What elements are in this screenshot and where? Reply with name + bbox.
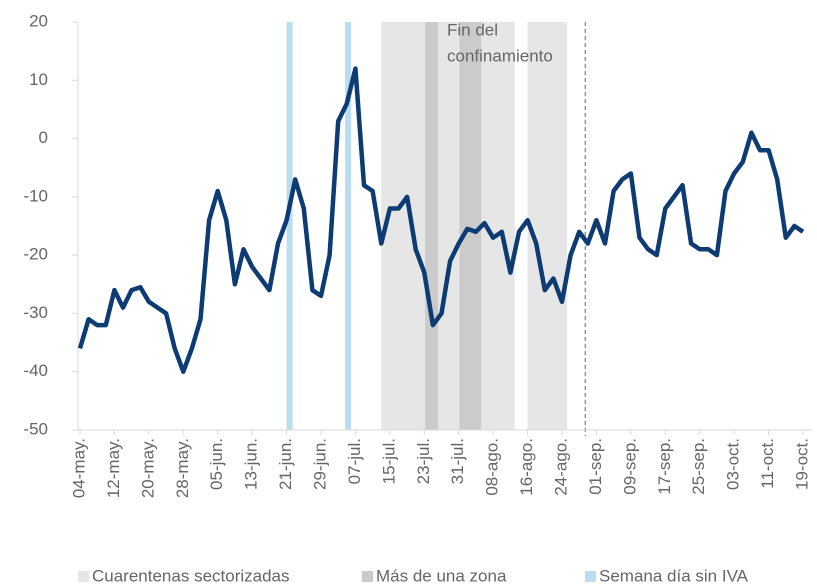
x-tick-label: 08-ago. (483, 438, 502, 496)
x-tick-label: 15-jul. (379, 438, 398, 484)
x-tick-label: 04-may. (69, 438, 88, 498)
band (345, 22, 352, 430)
band (459, 22, 482, 430)
x-tick-label: 24-ago. (551, 438, 570, 496)
band (425, 22, 439, 430)
legend-swatch (78, 571, 89, 582)
band (286, 22, 293, 430)
x-tick-label: 19-oct. (792, 438, 811, 490)
y-tick-label: -40 (23, 361, 48, 380)
x-tick-label: 03-oct. (724, 438, 743, 490)
x-tick-label: 21-jun. (276, 438, 295, 490)
data-line (77, 66, 805, 374)
x-tick-label: 07-jul. (345, 438, 364, 484)
y-tick-label: 20 (29, 11, 48, 30)
legend-label: Cuarentenas sectorizadas (92, 566, 290, 585)
legend-swatch (362, 571, 373, 582)
legend-label: Más de una zona (376, 566, 507, 585)
x-tick-label: 09-sep. (620, 438, 639, 495)
y-tick-label: -50 (23, 419, 48, 438)
y-tick-label: 0 (39, 128, 48, 147)
y-tick-label: -20 (23, 245, 48, 264)
x-tick-label: 16-ago. (517, 438, 536, 496)
y-tick-label: -10 (23, 186, 48, 205)
x-tick-label: 31-jul. (448, 438, 467, 484)
y-tick-label: -30 (23, 303, 48, 322)
band (381, 22, 515, 430)
x-tick-label: 13-jun. (242, 438, 261, 490)
x-tick-label: 11-oct. (758, 438, 777, 489)
x-tick-label: 01-sep. (586, 438, 605, 495)
x-tick-label: 05-jun. (207, 438, 226, 490)
annotation: confinamiento (447, 46, 553, 65)
x-tick-label: 28-may. (173, 438, 192, 498)
annotation: Fin del (447, 20, 498, 39)
x-tick-label: 23-jul. (414, 438, 433, 484)
x-tick-label: 29-jun. (310, 438, 329, 490)
y-tick-label: 10 (29, 70, 48, 89)
legend-swatch (585, 571, 596, 582)
x-tick-label: 17-sep. (655, 438, 674, 495)
legend-label: Semana día sin IVA (599, 566, 749, 585)
x-tick-label: 12-may. (104, 438, 123, 498)
x-tick-label: 25-sep. (689, 438, 708, 495)
x-tick-label: 20-may. (138, 438, 157, 498)
band (527, 22, 568, 430)
